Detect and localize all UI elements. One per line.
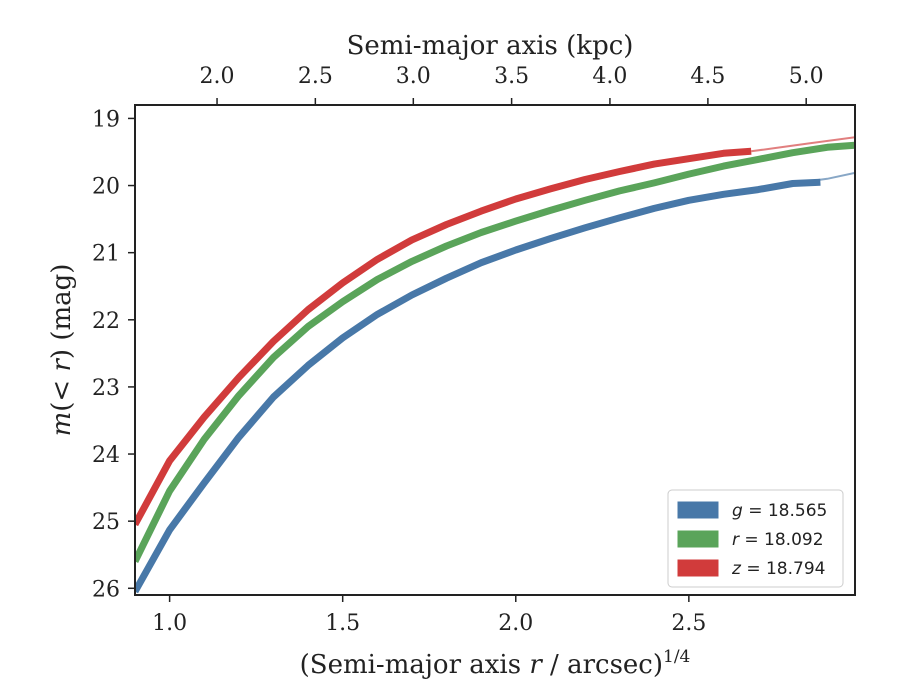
series-extrapolation-z	[751, 136, 855, 153]
top-tick-label: 3.0	[396, 64, 431, 89]
x-tick-label: 2.5	[671, 611, 706, 636]
top-axis-title: Semi-major axis (kpc)	[347, 31, 634, 61]
legend-label-g: g = 18.565	[732, 501, 827, 521]
plot-frame	[134, 104, 856, 596]
y-axis-title: m(< r) (mag)	[47, 264, 77, 437]
legend-swatch-z	[677, 559, 719, 577]
legend-swatch-g	[677, 501, 719, 519]
y-tick-label: 22	[92, 309, 120, 334]
y-tick-label: 25	[92, 510, 120, 535]
legend-swatch-r	[677, 530, 719, 548]
y-tick-label: 26	[92, 577, 120, 602]
x-tick-label: 1.0	[152, 611, 187, 636]
series-lines	[135, 141, 855, 594]
series-line-z	[135, 147, 752, 527]
legend-label-r: r = 18.092	[732, 530, 824, 550]
y-tick-label: 21	[92, 242, 120, 267]
x-tick-label: 1.5	[325, 611, 360, 636]
top-tick-label: 2.0	[200, 64, 235, 89]
x-axis-title: (Semi-major axis r / arcsec)1/4	[300, 647, 691, 680]
series-line-g	[135, 178, 821, 594]
legend-label-z: z = 18.794	[731, 559, 825, 579]
y-tick-label: 20	[92, 175, 120, 200]
top-tick-label: 4.0	[592, 64, 627, 89]
y-tick-label: 24	[92, 443, 120, 468]
y-tick-label: 19	[92, 107, 120, 132]
y-tick-label: 23	[92, 376, 120, 401]
series-line-r	[135, 141, 855, 563]
top-tick-label: 4.5	[690, 64, 725, 89]
legend: g = 18.565 r = 18.092 z = 18.794	[667, 489, 844, 588]
top-axis: 2.0 2.5 3.0 3.5 4.0 4.5 5.0	[200, 64, 824, 105]
x-tick-label: 2.0	[498, 611, 533, 636]
top-tick-label: 2.5	[298, 64, 333, 89]
top-tick-label: 3.5	[494, 64, 529, 89]
left-axis: 19 20 21 22 23 24 25 26	[92, 107, 135, 602]
bottom-axis: 1.0 1.5 2.0 2.5	[152, 595, 706, 636]
top-tick-label: 5.0	[789, 64, 824, 89]
